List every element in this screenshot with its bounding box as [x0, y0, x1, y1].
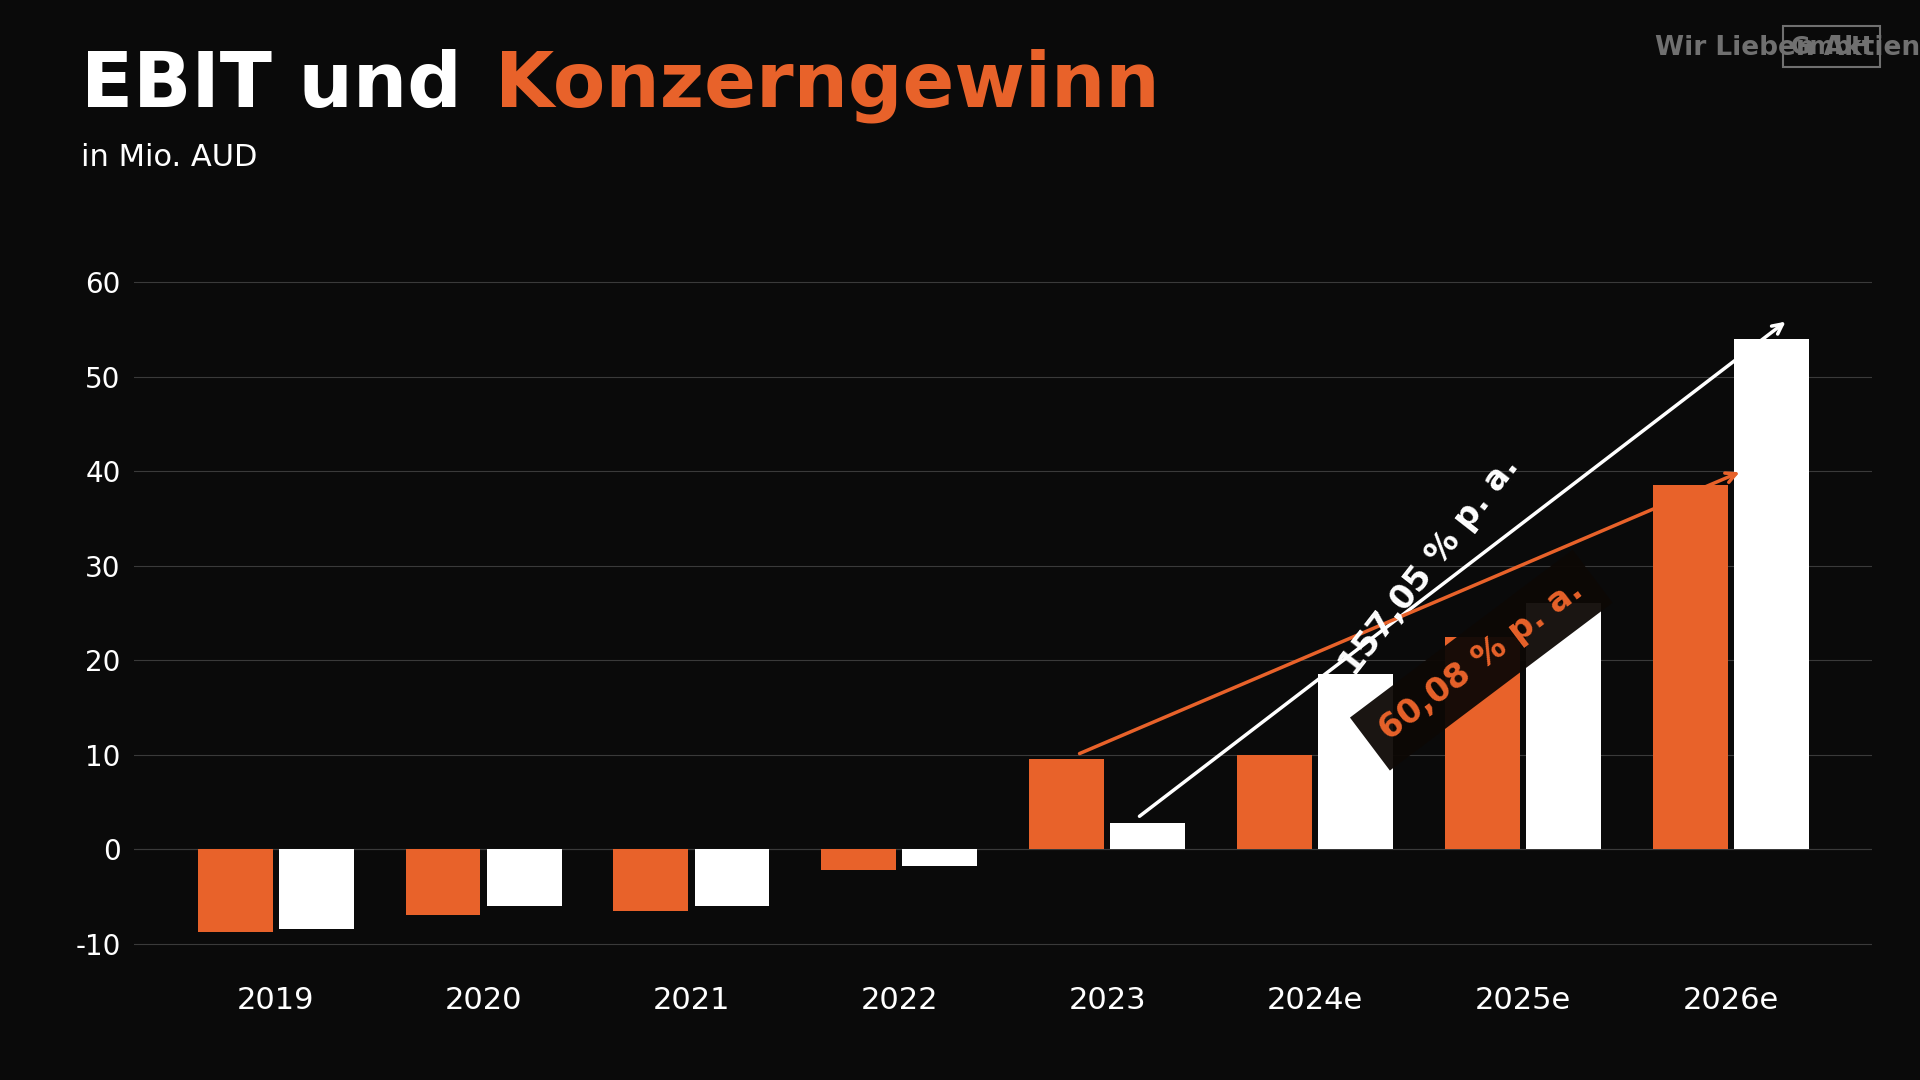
Text: Konzerngewinn: Konzerngewinn	[495, 49, 1160, 123]
Bar	[1029, 759, 1104, 849]
Text: 157,05 % p. a.: 157,05 % p. a.	[1334, 449, 1524, 681]
Bar	[1526, 604, 1601, 849]
Bar	[902, 849, 977, 866]
Bar	[695, 849, 770, 906]
Bar	[614, 849, 687, 910]
Bar	[198, 849, 273, 932]
Bar	[278, 849, 353, 930]
Bar	[405, 849, 480, 916]
Text: Wir Lieben Aktien: Wir Lieben Aktien	[1655, 35, 1920, 60]
Text: EBIT und: EBIT und	[81, 49, 488, 123]
Bar	[1734, 339, 1809, 849]
Text: GmbH: GmbH	[1791, 35, 1872, 58]
Bar	[1653, 485, 1728, 849]
Bar	[1236, 755, 1311, 849]
Bar	[1446, 636, 1521, 849]
Text: in Mio. AUD: in Mio. AUD	[81, 143, 257, 172]
Text: 60,08 % p. a.: 60,08 % p. a.	[1373, 573, 1590, 747]
Bar	[1110, 823, 1185, 849]
Bar	[1319, 674, 1392, 849]
Bar	[486, 849, 561, 906]
Bar	[822, 849, 897, 870]
